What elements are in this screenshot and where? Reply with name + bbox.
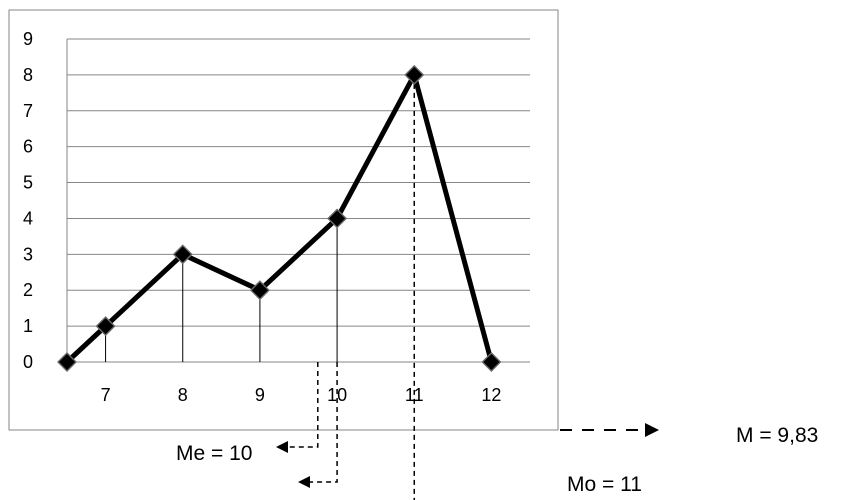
y-tick-label-6: 6 (23, 137, 33, 157)
mean-arrow (645, 423, 659, 437)
data-point-9-2 (249, 280, 270, 301)
x-axis-tick-labels: 7 8 9 10 11 12 (101, 385, 502, 405)
y-axis-tick-labels: 0 1 2 3 4 5 6 7 8 9 (23, 29, 33, 372)
median-helper-line-a (286, 362, 319, 448)
y-tick-label-3: 3 (23, 244, 33, 264)
data-markers (57, 64, 502, 372)
data-point-8-3 (172, 244, 193, 265)
x-tick-label-11: 11 (405, 385, 424, 405)
y-tick-label-4: 4 (23, 208, 33, 228)
median-helper-line-b (308, 362, 338, 483)
y-tick-label-5: 5 (23, 173, 33, 193)
x-tick-label-12: 12 (481, 385, 501, 405)
y-tick-label-1: 1 (23, 316, 33, 336)
y-tick-label-2: 2 (23, 280, 33, 300)
x-tick-label-10: 10 (327, 385, 347, 405)
statistic-helper-lines (276, 74, 659, 500)
data-point-10-4 (327, 208, 348, 229)
data-point-7-1 (95, 316, 116, 337)
data-point-6.5-0 (57, 352, 77, 372)
x-tick-label-9: 9 (255, 385, 265, 405)
y-tick-label-7: 7 (23, 101, 33, 121)
chart-frame (8, 9, 559, 431)
mean-annotation: M = 9,83 (736, 424, 818, 447)
x-tick-label-7: 7 (101, 385, 111, 405)
y-tick-label-8: 8 (23, 65, 33, 85)
data-point-11-8 (404, 64, 425, 85)
y-tick-label-0: 0 (23, 352, 33, 372)
x-tick-label-8: 8 (178, 385, 188, 405)
median-arrow-a (276, 441, 288, 453)
median-annotation: Me = 10 (176, 442, 252, 465)
y-tick-label-9: 9 (23, 29, 33, 49)
data-point-12-0 (481, 352, 502, 372)
mode-annotation: Mo = 11 (567, 473, 642, 496)
median-arrow-b (298, 476, 310, 488)
